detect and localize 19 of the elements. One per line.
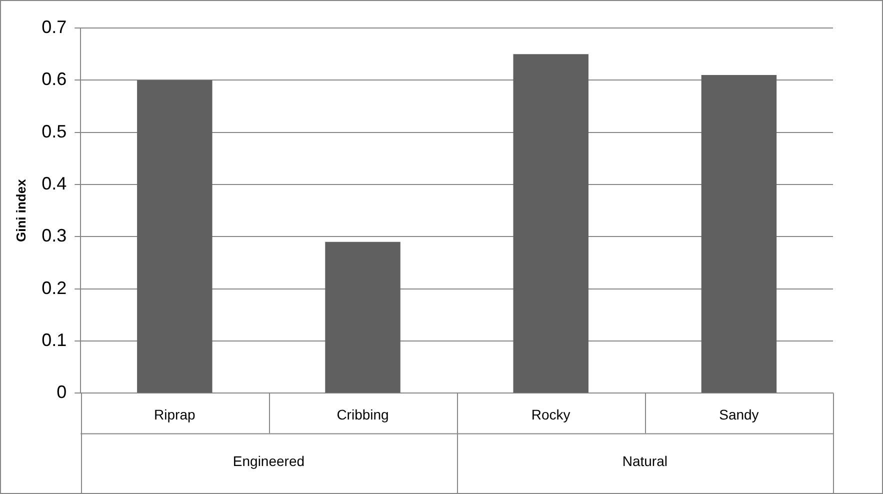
y-tick-label: 0	[56, 382, 67, 402]
x-tick-label: Rocky	[531, 406, 570, 422]
x-tick-label: Sandy	[719, 406, 759, 422]
bar	[513, 54, 588, 393]
x-tick-label: Cribbing	[336, 406, 389, 422]
y-tick-label: 0.5	[42, 121, 67, 142]
y-tick-label: 0.4	[42, 173, 67, 194]
bar	[137, 80, 212, 393]
bar	[325, 242, 400, 393]
x-tick-label: Riprap	[154, 406, 196, 422]
text: Engineered	[232, 453, 305, 470]
y-tick-label: 0.1	[42, 330, 67, 350]
y-axis-title: Gini index	[13, 178, 28, 242]
text: Natural	[622, 453, 668, 470]
y-tick-label: 0.3	[42, 226, 67, 246]
y-tick-label: 0.6	[42, 69, 67, 90]
y-tick-label: 0.2	[42, 278, 67, 298]
bar	[701, 74, 777, 393]
y-tick-label: 0.7	[42, 16, 67, 37]
